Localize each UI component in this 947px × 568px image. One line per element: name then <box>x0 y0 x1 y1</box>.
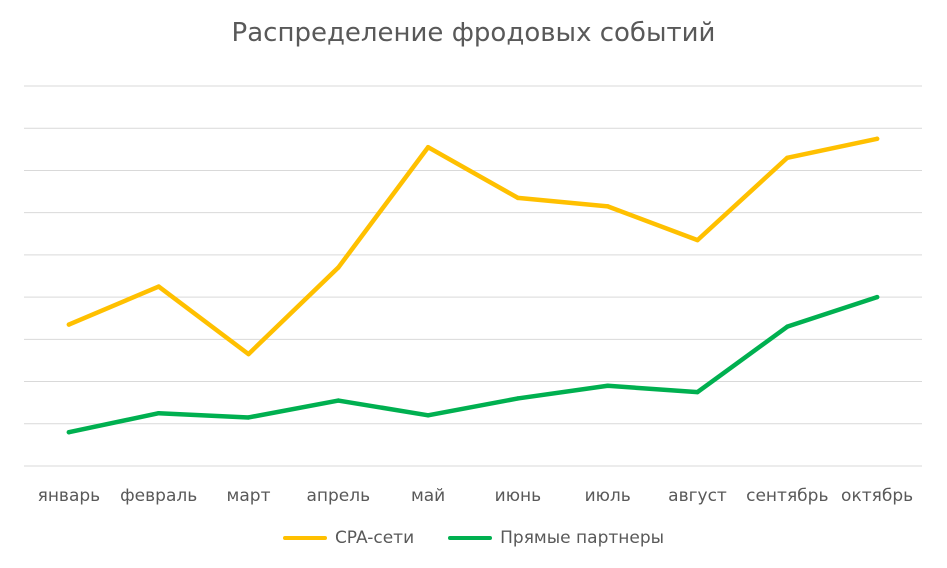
series-1-point <box>785 324 790 329</box>
x-tick-label: июнь <box>495 486 542 506</box>
legend-swatch-cpa <box>282 536 327 540</box>
x-tick-label: август <box>668 486 727 506</box>
series-0-point <box>66 322 72 327</box>
x-tick-label: апрель <box>306 486 370 506</box>
x-tick-label: февраль <box>120 486 197 506</box>
series-0-point <box>695 237 700 243</box>
series-1-point <box>874 294 880 300</box>
series-line-0 <box>66 136 880 357</box>
chart-title: Распределение фродовых событий <box>231 18 716 48</box>
series-1-point <box>336 398 341 403</box>
series-1-point <box>515 396 521 401</box>
series-0-point <box>515 195 521 201</box>
series-0-point <box>425 145 431 150</box>
series-1-point <box>66 430 72 435</box>
x-tick-label: сентябрь <box>746 486 828 506</box>
legend-swatch-direct <box>448 536 493 540</box>
legend-item-cpa: CPA-сети <box>282 528 415 548</box>
series-0-point <box>874 136 880 141</box>
series-1-point <box>605 383 610 388</box>
series-1-point <box>246 415 251 420</box>
legend: CPA-сети Прямые партнеры <box>0 528 947 548</box>
series-0-point <box>785 155 790 160</box>
series-0-point <box>246 351 251 357</box>
legend-label-cpa: CPA-сети <box>334 528 415 548</box>
series-1-point <box>425 413 431 418</box>
series-0-point <box>336 265 341 270</box>
legend-label-direct: Прямые партнеры <box>500 528 665 548</box>
x-tick-label: май <box>411 486 445 506</box>
x-tick-label: октябрь <box>841 486 913 506</box>
x-tick-label: июль <box>585 486 631 506</box>
series-1-point <box>156 411 161 416</box>
series-0-point <box>156 284 161 289</box>
series-1-point <box>695 389 700 395</box>
series-0-point <box>605 204 610 209</box>
series-line-1 <box>66 294 880 435</box>
legend-item-direct: Прямые партнеры <box>448 528 664 548</box>
x-tick-label: январь <box>38 486 101 506</box>
x-tick-label: март <box>227 486 271 506</box>
